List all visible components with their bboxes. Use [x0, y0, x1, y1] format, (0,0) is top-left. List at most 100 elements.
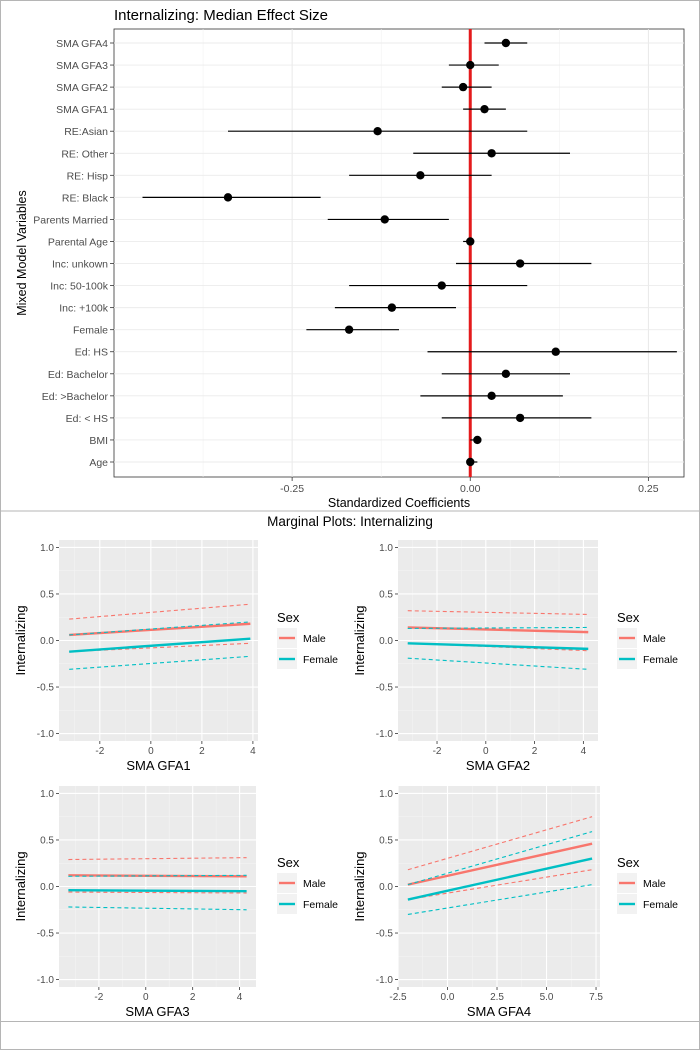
marginal-lower-band [68, 891, 247, 894]
forest-point [387, 303, 397, 312]
marginal-ylabel: Internalizing [352, 605, 367, 675]
forest-row-label: RE: Black [62, 192, 109, 204]
marginal-panel: 1.0 0.5 0.0 -0.5 -1.0 -2 0 2 4 SMA GFA1 Internaliz… [13, 540, 338, 773]
forest-point [515, 413, 525, 423]
marginal-xtick-label: -2 [95, 746, 104, 757]
forest-point [344, 325, 354, 334]
marginal-lower-band [407, 869, 593, 901]
marginal-xtick-label: 2 [532, 746, 538, 757]
marginal-ytick-label: 0.5 [40, 835, 54, 846]
marginal-title: Marginal Plots: Internalizing [267, 514, 433, 529]
legend-title: Sex [277, 610, 300, 625]
marginal-ylabel: Internalizing [13, 605, 28, 675]
marginal-ylabel: Internalizing [352, 851, 367, 921]
marginal-xtick-label: 4 [250, 746, 256, 757]
marginal-upper-band [407, 610, 589, 615]
marginal-lower-band [407, 884, 593, 915]
marginal-fit-line [69, 637, 251, 653]
forest-row-label: SMA GFA1 [56, 104, 108, 116]
marginal-xtick-label: 5.0 [540, 992, 554, 1003]
marginal-ytick-label: -1.0 [376, 729, 394, 740]
marginal-ytick-label: 0.0 [40, 636, 54, 647]
marginal-upper-band [69, 603, 251, 620]
marginal-xtick-label: 2 [199, 746, 205, 757]
forest-title: Internalizing: Median Effect Size [114, 7, 328, 24]
forest-row-label: Inc: 50-100k [50, 281, 109, 293]
legend-title: Sex [617, 610, 640, 625]
marginal-ytick-label: -0.5 [37, 929, 55, 940]
marginal-ytick-label: 1.0 [379, 789, 393, 800]
marginal-fit-line [407, 857, 593, 901]
marginal-fit-line [407, 842, 593, 886]
marginal-ytick-label: -0.5 [37, 683, 55, 694]
forest-point [473, 435, 482, 445]
forest-xtick-label: 0.25 [638, 483, 659, 495]
legend-label: Male [643, 878, 666, 890]
forest-point [458, 82, 468, 92]
marginal-fit-line [68, 889, 247, 893]
forest-row-label: RE: Other [61, 148, 108, 160]
forest-row-label: SMA GFA3 [56, 60, 108, 72]
marginal-ytick-label: -0.5 [376, 683, 394, 694]
marginal-xlabel: SMA GFA2 [466, 758, 530, 773]
marginal-xtick-label: -2 [433, 746, 442, 757]
forest-row-label: Ed: HS [75, 347, 108, 359]
forest-xtick-label: -0.25 [280, 483, 304, 495]
legend-label: Female [303, 899, 338, 911]
forest-point [466, 60, 475, 70]
marginal-xtick-label: 4 [237, 992, 243, 1003]
marginal-panel: 1.0 0.5 0.0 -0.5 -1.0 -2 0 2 4 SMA GFA3 Internaliz… [13, 786, 338, 1019]
legend-label: Male [303, 633, 326, 645]
legend-title: Sex [617, 855, 640, 870]
marginal-lower-band [68, 906, 247, 911]
forest-point [466, 457, 475, 467]
marginal-xtick-label: 0 [143, 992, 149, 1003]
forest-row-label: RE: Hisp [67, 170, 109, 182]
forest-row-label: Parental Age [48, 236, 108, 248]
marginal-ytick-label: 0.5 [379, 835, 393, 846]
marginal-ytick-label: -1.0 [376, 975, 394, 986]
legend-label: Male [303, 878, 326, 890]
forest-point [380, 215, 389, 224]
marginal-ytick-label: 1.0 [40, 789, 54, 800]
legend-label: Female [303, 654, 338, 666]
legend-label: Female [643, 899, 678, 911]
forest-row-label: Ed: < HS [66, 413, 108, 425]
marginal-ytick-label: 0.5 [40, 589, 54, 600]
forest-point [223, 193, 233, 202]
marginal-xtick-label: -2 [94, 992, 103, 1003]
marginal-xtick-label: 4 [581, 746, 587, 757]
marginal-xtick-label: 7.5 [589, 992, 603, 1003]
marginal-fit-line [407, 642, 589, 651]
marginal-upper-band [68, 874, 247, 877]
legend-label: Female [643, 654, 678, 666]
forest-row-label: SMA GFA2 [56, 82, 108, 94]
forest-point [416, 171, 425, 180]
forest-ylabel: Mixed Model Variables [15, 190, 29, 316]
marginal-ylabel: Internalizing [13, 851, 28, 921]
marginal-xtick-label: -2.5 [389, 992, 407, 1003]
forest-row-label: Female [73, 325, 108, 337]
forest-point [466, 237, 475, 246]
forest-row-label: RE:Asian [64, 126, 108, 138]
forest-point [551, 347, 560, 356]
forest-point [515, 259, 525, 268]
forest-point [373, 127, 382, 136]
legend-title: Sex [277, 855, 300, 870]
marginal-xlabel: SMA GFA4 [467, 1004, 531, 1019]
forest-row-label: Ed: >Bachelor [42, 391, 109, 403]
forest-panel [113, 28, 685, 478]
marginal-ytick-label: 1.0 [379, 543, 393, 554]
forest-xtick-label: 0.00 [460, 483, 481, 495]
marginal-ytick-label: -1.0 [37, 729, 55, 740]
forest-xlabel: Standardized Coefficients [328, 496, 470, 510]
marginal-panel: 1.0 0.5 0.0 -0.5 -1.0 -2.5 0.0 2.5 5.0 7.5 SMA GFA… [352, 786, 678, 1019]
forest-row-label: Inc: +100k [59, 303, 108, 315]
marginal-ytick-label: 1.0 [40, 543, 54, 554]
forest-row-label: SMA GFA4 [56, 38, 108, 50]
forest-point [501, 369, 511, 378]
marginal-xtick-label: 0 [148, 746, 154, 757]
forest-row-label: Parents Married [33, 214, 108, 226]
forest-point [487, 149, 496, 158]
